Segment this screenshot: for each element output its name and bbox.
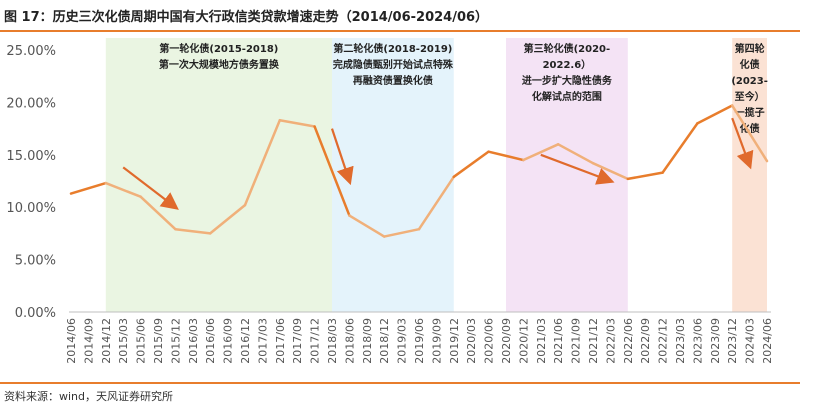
period-band-label: 再融资债置换化债 bbox=[353, 74, 433, 87]
series-line-segment bbox=[452, 150, 490, 179]
x-tick-label: 2021/06 bbox=[552, 318, 565, 364]
period-band-label: 第三轮化债(2020- bbox=[524, 42, 611, 55]
series-line-segment bbox=[243, 118, 282, 207]
period-band-label: 第一次大规模地方债务置换 bbox=[159, 58, 280, 71]
x-tick-label: 2020/09 bbox=[500, 318, 513, 364]
series-line-segment bbox=[174, 227, 212, 235]
series-line-segment bbox=[626, 171, 664, 181]
trend-arrow bbox=[330, 128, 354, 186]
series-line-segment bbox=[208, 203, 247, 235]
x-tick-label: 2016/12 bbox=[239, 318, 252, 364]
period-band-label: 至今） bbox=[735, 90, 765, 103]
x-tick-label: 2018/09 bbox=[361, 318, 374, 364]
x-tick-label: 2022/03 bbox=[604, 318, 617, 364]
series-line-segment bbox=[417, 175, 456, 231]
x-tick-label: 2019/09 bbox=[430, 318, 443, 364]
y-tick-label: 15.00% bbox=[6, 149, 56, 164]
series-line-segment bbox=[278, 118, 316, 128]
x-tick-label: 2019/12 bbox=[448, 318, 461, 364]
series-line-segment bbox=[696, 104, 734, 125]
period-band-label: 一揽子 bbox=[735, 106, 765, 119]
x-tick-label: 2017/12 bbox=[309, 318, 322, 364]
x-tick-label: 2023/09 bbox=[709, 318, 722, 364]
x-tick-label: 2020/03 bbox=[465, 318, 478, 364]
period-band-label: 完成隐债甄别开始试点特殊 bbox=[333, 58, 454, 71]
title-rule bbox=[0, 30, 800, 32]
x-tick-label: 2022/12 bbox=[657, 318, 670, 364]
x-tick-label: 2020/06 bbox=[483, 318, 496, 364]
x-tick-label: 2018/12 bbox=[378, 318, 391, 364]
x-tick-label: 2024/03 bbox=[744, 318, 757, 364]
x-tick-label: 2021/12 bbox=[587, 318, 600, 364]
x-tick-label: 2024/06 bbox=[761, 318, 774, 364]
x-tick-label: 2018/06 bbox=[343, 318, 356, 364]
period-band-label: 第四轮 bbox=[735, 42, 765, 55]
period-band-label: (2023- bbox=[731, 76, 768, 87]
x-tick-label: 2016/03 bbox=[187, 318, 200, 364]
x-tick-label: 2017/06 bbox=[274, 318, 287, 364]
x-tick-label: 2023/06 bbox=[691, 318, 704, 364]
x-tick-label: 2023/12 bbox=[726, 318, 739, 364]
x-tick-label: 2023/03 bbox=[674, 318, 687, 364]
period-band-4 bbox=[732, 38, 767, 312]
x-tick-label: 2015/06 bbox=[135, 318, 148, 364]
x-tick-label: 2022/09 bbox=[639, 318, 652, 364]
series-line-segment bbox=[104, 181, 142, 198]
period-band-label: 进一步扩大隐性债务 bbox=[522, 74, 613, 87]
y-tick-label: 5.00% bbox=[15, 254, 56, 269]
x-tick-label: 2016/09 bbox=[222, 318, 235, 364]
period-band-label: 第一轮化债(2015-2018) bbox=[159, 42, 278, 55]
x-tick-label: 2021/03 bbox=[535, 318, 548, 364]
x-tick-label: 2015/12 bbox=[169, 318, 182, 364]
x-tick-label: 2019/03 bbox=[396, 318, 409, 364]
y-tick-label: 25.00% bbox=[6, 44, 56, 59]
x-tick-label: 2018/03 bbox=[326, 318, 339, 364]
y-tick-label: 0.00% bbox=[15, 306, 56, 321]
x-tick-label: 2017/09 bbox=[291, 318, 304, 364]
x-tick-label: 2014/12 bbox=[100, 318, 113, 364]
x-tick-label: 2014/09 bbox=[82, 318, 95, 364]
x-tick-label: 2015/03 bbox=[117, 318, 130, 364]
x-tick-label: 2021/09 bbox=[570, 318, 583, 364]
trend-arrow bbox=[731, 117, 754, 170]
period-band-label: 化解试点的范围 bbox=[532, 90, 602, 103]
series-line-segment bbox=[139, 195, 177, 231]
period-band-1 bbox=[105, 38, 332, 312]
x-tick-label: 2022/06 bbox=[622, 318, 635, 364]
series-line-segment bbox=[522, 143, 560, 162]
source-rule bbox=[0, 382, 800, 384]
x-tick-label: 2014/06 bbox=[65, 318, 78, 364]
series-line-segment bbox=[487, 150, 525, 162]
x-tick-label: 2020/12 bbox=[517, 318, 530, 364]
x-tick-label: 2016/06 bbox=[204, 318, 217, 364]
period-band-label: 第二轮化债(2018-2019) bbox=[333, 42, 452, 55]
series-line-segment bbox=[313, 125, 351, 217]
series-line-segment bbox=[69, 181, 108, 195]
y-tick-label: 20.00% bbox=[6, 96, 56, 111]
y-tick-label: 10.00% bbox=[6, 201, 56, 216]
figure-title: 图 17：历史三次化债周期中国有大行政信类贷款增速走势（2014/06-2024… bbox=[4, 10, 489, 25]
period-band-label: 2022.6） bbox=[543, 58, 592, 71]
source-note: 资料来源：wind，天风证券研究所 bbox=[4, 390, 174, 403]
series-line-segment bbox=[556, 143, 595, 165]
series-line-segment bbox=[730, 104, 769, 163]
x-tick-label: 2017/03 bbox=[256, 318, 269, 364]
trend-arrow bbox=[122, 166, 179, 210]
series-line-segment bbox=[661, 122, 699, 174]
period-band-label: 化债 bbox=[740, 58, 760, 71]
series-line-segment bbox=[348, 214, 386, 238]
series-line-segment bbox=[382, 227, 421, 238]
x-tick-label: 2019/06 bbox=[413, 318, 426, 364]
trend-arrow bbox=[540, 153, 615, 185]
x-tick-label: 2015/09 bbox=[152, 318, 165, 364]
